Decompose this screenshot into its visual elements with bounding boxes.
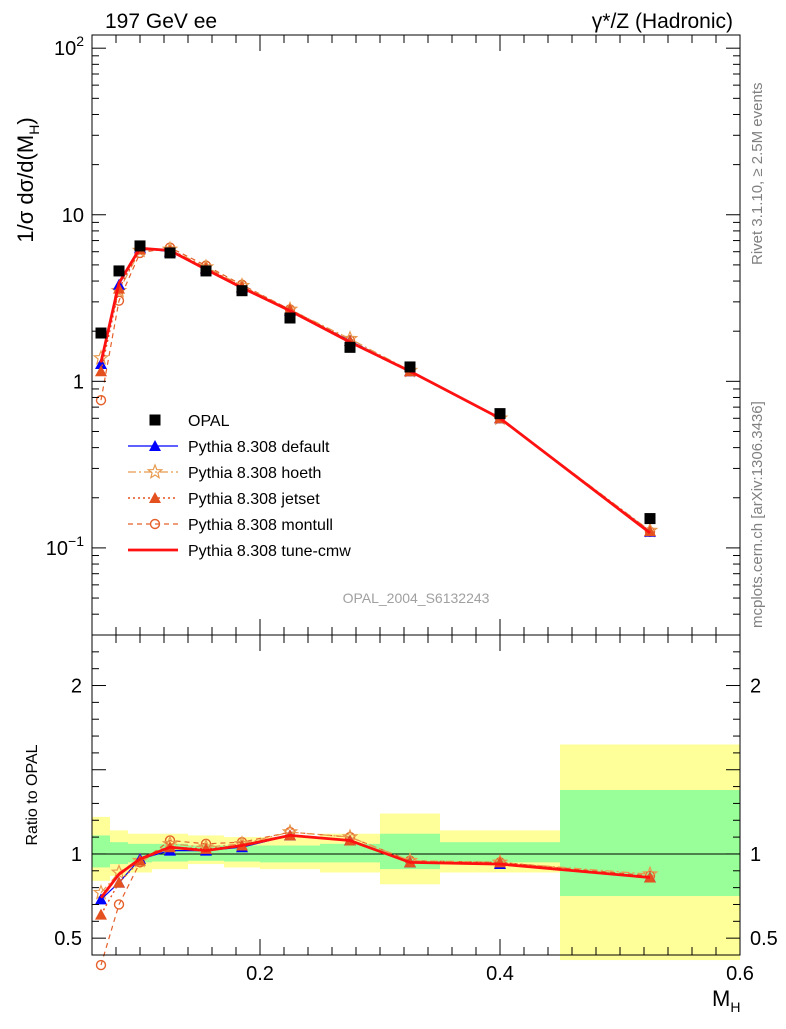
point-default [95,358,107,370]
x-axis-label: MH [712,986,740,1015]
ratio-line-tune_cmw [99,833,651,899]
point-data [236,285,248,297]
point-data [113,265,125,277]
legend-label-data: OPAL [188,413,230,430]
main-y-tick-label-exponent: −1 [68,533,84,549]
ratio-y-axis-label: Ratio to OPAL [24,744,41,845]
rivet-version-text: Rivet 3.1.10, ≥ 2.5M events [749,83,766,266]
point-data [494,408,506,420]
ratio-series-layer [92,823,659,971]
ratio-bands [92,744,740,961]
header-right: γ*/Z (Hadronic) [592,10,733,33]
main-y-tick-label: 10−1 [46,533,84,560]
main-y-tick-label: 102 [54,33,84,60]
point-jetset [644,525,656,537]
legend-marker-hoeth [146,463,164,480]
point-data [644,513,656,525]
point-data [164,247,176,259]
ratio-point-default [95,893,107,905]
x-axis-label-main: M [712,986,730,1011]
ratio-y-tick-label: 2 [71,676,82,698]
ratio-band-green [92,835,110,868]
point-montull [95,395,107,406]
x-tick-label: 0.4 [486,963,514,985]
ratio-point-montull [95,959,107,971]
mcplots-text: mcplots.cern.ch [arXiv:1306.3436] [749,401,766,628]
main-y-tick-label-base: 10 [46,538,68,560]
x-tick-label: 0.2 [246,963,274,985]
point-data [344,341,356,353]
ratio-point-jetset [95,908,107,920]
x-axis-label-sub: H [730,999,740,1015]
main-y-tick-label-base: 10 [54,38,76,60]
main-y-tick-label: 10 [62,205,84,227]
ratio-band-green [440,842,560,863]
main-y-tick-label: 1 [73,371,84,393]
ratio-y-tick-label-right: 1 [750,844,761,866]
legend-label-hoeth: Pythia 8.308 hoeth [188,465,321,482]
ratio-y-tick-label: 1 [71,844,82,866]
point-data [404,361,416,373]
ratio-y-tick-label-right: 2 [750,676,761,698]
main-y-axis-label-tail: ) [13,117,38,124]
legend: OPAL Pythia 8.308 default Pythia 8.308 hoe… [128,413,351,560]
main-y-axis-label-main: 1/σ dσ/d(M [13,135,38,243]
main-y-axis-label-sub: H [26,125,42,135]
series-line-montull [100,246,651,533]
ratio-point-jetset [113,876,125,888]
ratio-axes: 0.5 0.5 1 1 2 2 0.2 0.4 0.6 [54,634,778,985]
ratio-frame [91,634,741,956]
ratio-band-green [320,843,380,863]
point-data [95,327,107,339]
point-data [134,240,146,252]
series-line-jetset [100,248,651,532]
main-y-axis-label: 1/σ dσ/d(MH) [13,117,42,242]
legend-marker-jetset [149,492,161,503]
series-line-hoeth [100,248,651,532]
ratio-y-axis-label-text: Ratio to OPAL [24,744,41,845]
main-series-layer [92,240,659,538]
legend-marker-montull [149,518,161,530]
legend-label-tune_cmw: Pythia 8.308 tune-cmw [188,543,351,560]
legend-marker-data [149,414,161,426]
analysis-label: OPAL_2004_S6132243 [343,590,490,606]
point-data [200,265,212,277]
main-y-tick-label-exponent: 2 [76,33,84,49]
point-jetset [95,365,107,377]
ratio-point-montull [113,899,125,910]
legend-label-montull: Pythia 8.308 montull [188,517,333,534]
ratio-y-tick-label-right: 0.5 [750,928,778,950]
header-left: 197 GeV ee [105,10,217,33]
legend-label-jetset: Pythia 8.308 jetset [188,491,320,508]
main-y-axis-label-text: 1/σ dσ/d(MH) [13,117,42,242]
x-tick-label: 0.6 [726,963,754,985]
series-line-default [100,247,651,533]
legend-marker-default [149,440,161,451]
legend-label-default: Pythia 8.308 default [188,439,330,456]
ratio-band-green [110,842,128,865]
ratio-y-tick-label: 0.5 [54,928,82,950]
point-data [284,312,296,324]
series-line-tune_cmw [99,246,651,535]
